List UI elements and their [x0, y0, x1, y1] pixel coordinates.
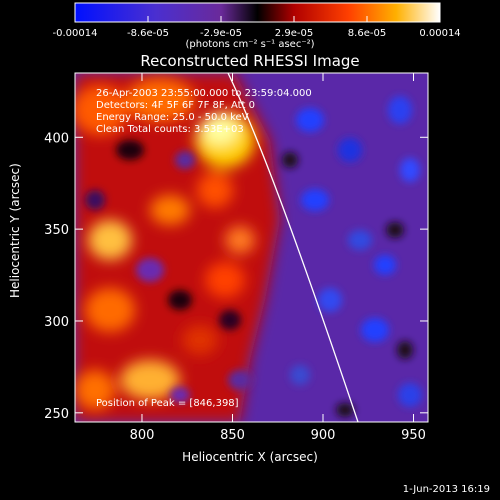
footer-timestamp: 1-Jun-2013 16:19: [402, 484, 490, 495]
solar-limb-curve: [227, 73, 359, 422]
x-tick-label: 800: [130, 428, 155, 443]
x-axis-label: Heliocentric X (arcsec): [182, 450, 318, 464]
colorbar-tick-label: 8.6e-05: [348, 28, 386, 39]
heatmap-image: [75, 73, 428, 422]
x-tick-label: 950: [401, 428, 426, 443]
x-tick-label: 900: [311, 428, 336, 443]
y-tick-label: 300: [44, 315, 69, 330]
plot-frame: [74, 72, 429, 423]
annotation-energy-range: Energy Range: 25.0 - 50.0 keV: [96, 112, 249, 123]
y-tick-label: 250: [44, 407, 69, 422]
colorbar-tick-label: -8.6e-05: [127, 28, 169, 39]
y-tick-label: 350: [44, 223, 69, 238]
annotation-time-range: 26-Apr-2003 23:55:00.000 to 23:59:04.000: [96, 88, 312, 99]
colorbar: [74, 2, 441, 23]
y-tick-label: 400: [44, 131, 69, 146]
colorbar-units: (photons cm⁻² s⁻¹ asec⁻²): [185, 39, 315, 50]
y-axis-label: Heliocentric Y (arcsec): [8, 163, 22, 298]
peak-position-label: Position of Peak = [846,398]: [96, 398, 239, 409]
chart-title: Reconstructed RHESSI Image: [140, 52, 360, 70]
x-tick-label: 850: [220, 428, 245, 443]
axis-ticks: 800 850 900 950 250 300 350 400: [44, 73, 428, 443]
colorbar-tick-label: 0.00014: [419, 28, 460, 39]
colorbar-ticks: -0.00014 -8.6e-05 -2.9e-05 2.9e-05 8.6e-05 0.…: [53, 16, 461, 39]
colorbar-tick-label: -2.9e-05: [200, 28, 242, 39]
colorbar-tick-label: 2.9e-05: [275, 28, 313, 39]
annotation-detectors: Detectors: 4F 5F 6F 7F 8F, Att 0: [96, 100, 256, 111]
colorbar-tick-label: -0.00014: [53, 28, 98, 39]
annotation-counts: Clean Total counts: 3.53E+03: [96, 124, 244, 135]
